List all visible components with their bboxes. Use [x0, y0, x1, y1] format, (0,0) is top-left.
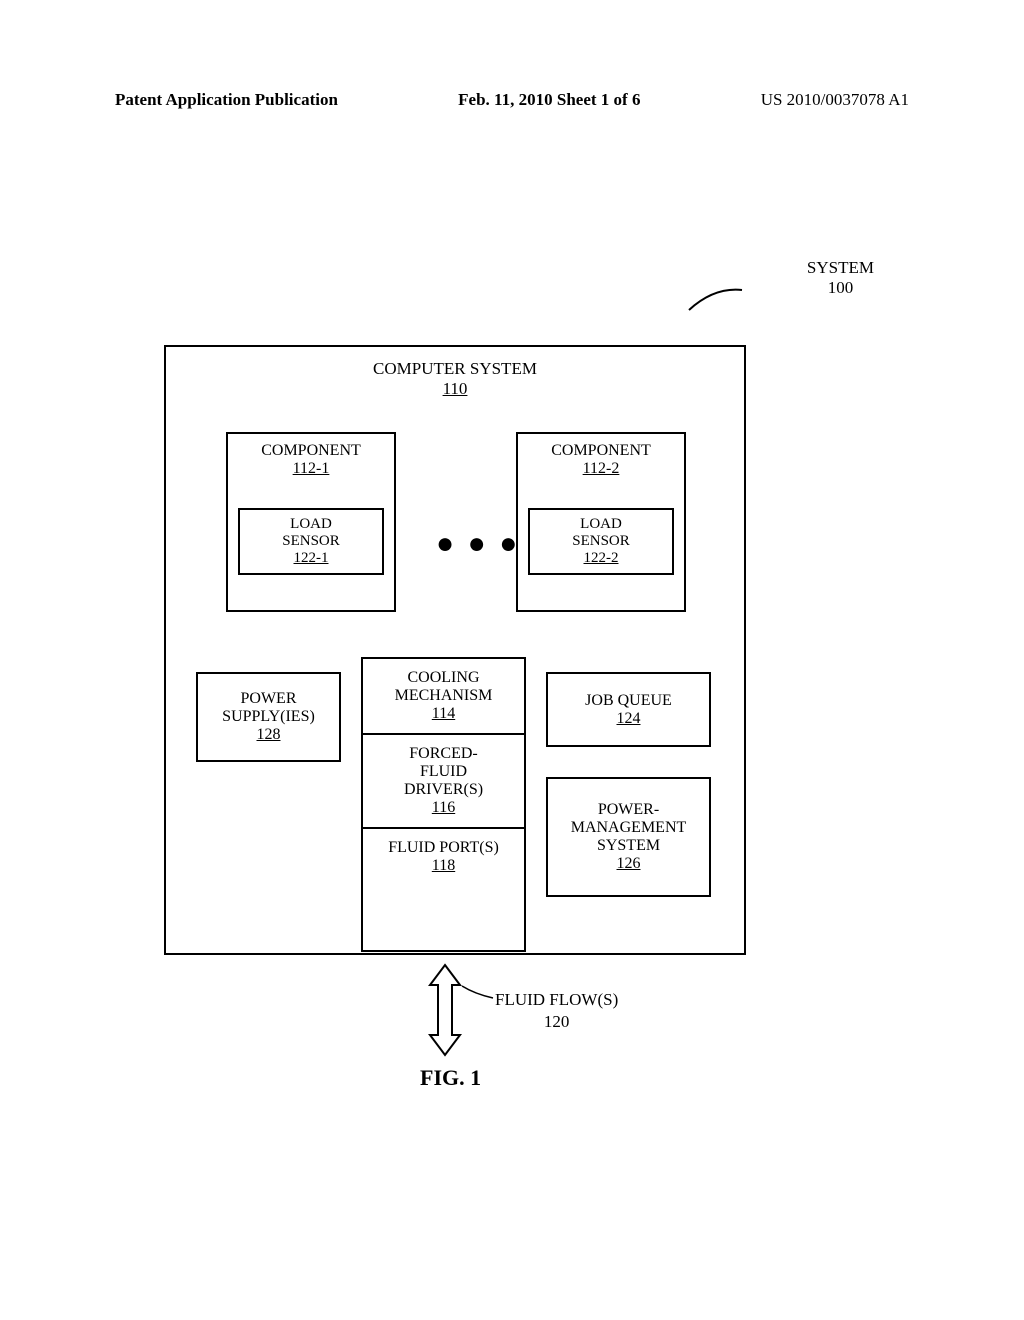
ellipsis-dots: ● ● ●: [436, 527, 520, 561]
computer-system-label: COMPUTER SYSTEM: [373, 359, 537, 378]
page-header: Patent Application Publication Feb. 11, …: [0, 90, 1024, 110]
cooling-mechanism-box: COOLINGMECHANISM 114 FORCED-FLUIDDRIVER(…: [361, 657, 526, 952]
system-label: SYSTEM 100: [807, 258, 874, 298]
fluid-flow-arrow: [420, 960, 470, 1060]
job-queue-label: JOB QUEUE: [548, 692, 709, 710]
fluid-flow-number: 120: [495, 1012, 618, 1032]
forced-fluid-box: FORCED-FLUIDDRIVER(S) 116: [363, 733, 524, 827]
forced-fluid-label: FORCED-FLUIDDRIVER(S): [404, 745, 483, 798]
component-1-label-group: COMPONENT 112-1: [228, 442, 394, 478]
system-number: 100: [828, 278, 854, 297]
component-1-label: COMPONENT: [261, 442, 361, 459]
power-mgmt-label: POWER-MANAGEMENTSYSTEM: [548, 801, 709, 855]
power-mgmt-box: POWER-MANAGEMENTSYSTEM 126: [546, 777, 711, 897]
fluid-flow-text: FLUID FLOW(S): [495, 990, 618, 1009]
job-queue-box: JOB QUEUE 124: [546, 672, 711, 747]
component-2-label-group: COMPONENT 112-2: [518, 442, 684, 478]
header-center-text: Feb. 11, 2010 Sheet 1 of 6: [458, 90, 640, 110]
cooling-mechanism-label-group: COOLINGMECHANISM 114: [363, 659, 524, 733]
power-supply-box: POWERSUPPLY(IES) 128: [196, 672, 341, 762]
fluid-ports-number: 118: [432, 857, 455, 874]
computer-system-title: COMPUTER SYSTEM 110: [166, 359, 744, 399]
component-2-box: COMPONENT 112-2 LOADSENSOR 122-2: [516, 432, 686, 612]
header-right-text: US 2010/0037078 A1: [761, 90, 909, 110]
header-left-text: Patent Application Publication: [115, 90, 338, 110]
cooling-mechanism-label: COOLINGMECHANISM: [395, 669, 493, 704]
job-queue-number: 124: [548, 710, 709, 728]
load-sensor-2-box: LOADSENSOR 122-2: [528, 508, 674, 575]
component-1-box: COMPONENT 112-1 LOADSENSOR 122-1: [226, 432, 396, 612]
component-2-label: COMPONENT: [551, 442, 651, 459]
component-2-number: 112-2: [583, 460, 620, 477]
computer-system-box: COMPUTER SYSTEM 110 COMPONENT 112-1 LOAD…: [164, 345, 746, 955]
fluid-flow-label: FLUID FLOW(S) 120: [495, 990, 618, 1032]
load-sensor-1-number: 122-1: [294, 550, 329, 566]
system-curve-line: [684, 282, 744, 312]
power-mgmt-number: 126: [548, 855, 709, 873]
forced-fluid-number: 116: [432, 799, 455, 816]
system-label-text: SYSTEM: [807, 258, 874, 277]
cooling-mechanism-number: 114: [432, 705, 455, 722]
load-sensor-2-label: LOADSENSOR: [572, 516, 630, 549]
load-sensor-2-number: 122-2: [584, 550, 619, 566]
component-1-number: 112-1: [293, 460, 330, 477]
load-sensor-1-box: LOADSENSOR 122-1: [238, 508, 384, 575]
load-sensor-1-label: LOADSENSOR: [282, 516, 340, 549]
computer-system-number: 110: [443, 379, 468, 398]
fluid-ports-label: FLUID PORT(S): [388, 839, 499, 856]
figure-label: FIG. 1: [420, 1065, 481, 1091]
fluid-ports-box: FLUID PORT(S) 118: [363, 827, 524, 885]
power-supply-number: 128: [198, 726, 339, 744]
fluid-flow-connector: [460, 984, 495, 1004]
power-supply-label: POWERSUPPLY(IES): [198, 690, 339, 726]
